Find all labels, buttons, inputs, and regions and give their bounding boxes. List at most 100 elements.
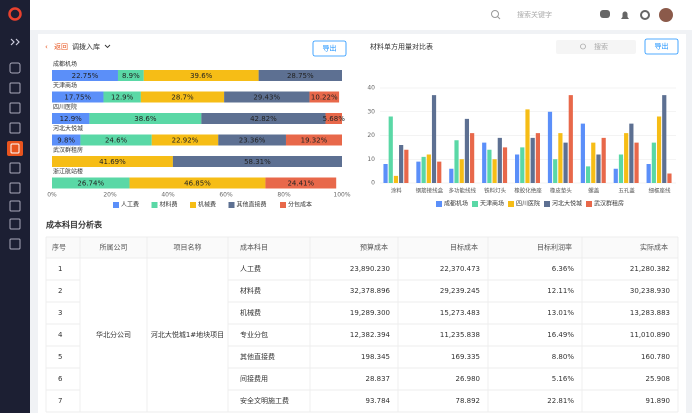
nav-active[interactable] (7, 141, 23, 156)
bar-category-label: 天津商场 (53, 82, 77, 90)
nav-icon[interactable] (9, 102, 21, 114)
legend-label: 分包成本 (288, 201, 312, 209)
x-tick-label: 多功能线线 (448, 187, 476, 195)
bar-value-label: 12.9% (111, 94, 134, 102)
table-header-cell: 序号 (52, 243, 66, 252)
dropdown-icon[interactable] (104, 44, 111, 49)
bar (399, 145, 404, 183)
message-icon[interactable] (600, 10, 610, 18)
bar-value-label: 8.9% (122, 72, 140, 80)
nav-active-icon (10, 143, 20, 154)
nav-icon[interactable] (9, 62, 21, 74)
x-tick-label: 20% (103, 192, 117, 199)
bar (393, 175, 399, 183)
bar-category-label: 成都机场 (53, 60, 77, 68)
legend-swatch (508, 201, 514, 207)
bar (497, 137, 502, 183)
table-header-cell: 成本科目 (240, 243, 268, 252)
bar-value-label: 12.9% (60, 115, 83, 123)
bar (535, 133, 540, 183)
legend-swatch (586, 201, 592, 207)
bar-segment (151, 134, 219, 146)
bar (525, 109, 530, 183)
bar (568, 95, 573, 183)
nav-icon[interactable] (9, 82, 21, 94)
table-cell: 7 (58, 397, 62, 405)
table-cell: 13.01% (547, 309, 574, 317)
legend-swatch (472, 201, 478, 207)
bar-segment (52, 113, 90, 124)
bar (482, 142, 487, 183)
bar-value-label: 58.31% (244, 158, 271, 166)
table-cell: 21,280.382 (630, 265, 670, 273)
table-cell: 3 (58, 309, 62, 317)
table-cell: 11,010.890 (630, 331, 670, 339)
nav-icon[interactable] (9, 238, 21, 250)
x-tick-label: 0% (47, 192, 57, 199)
bar-value-label: 22.92% (172, 137, 199, 145)
settings-icon[interactable] (640, 10, 650, 20)
legend-swatch (151, 202, 158, 208)
chart-search-box[interactable] (556, 40, 636, 54)
nav-icon[interactable] (9, 218, 21, 230)
nav-icon[interactable] (9, 200, 21, 212)
table-cell: 15,273.483 (440, 309, 480, 317)
table-cell: 安全文明施工费 (240, 396, 289, 405)
export-button[interactable] (312, 40, 347, 57)
bar-segment (80, 134, 152, 146)
nav-icon[interactable] (9, 162, 21, 174)
x-tick-label: 铁料灯头 (484, 187, 507, 195)
bar (558, 133, 563, 183)
nav-icon[interactable] (9, 122, 21, 134)
collapse-icon[interactable] (10, 38, 20, 46)
table-header-bg (46, 237, 678, 258)
export-button-label[interactable]: 导出 (655, 42, 669, 51)
bar (563, 142, 568, 183)
legend-swatch (544, 201, 550, 207)
nav-icon[interactable] (9, 182, 21, 194)
legend-label: 成都机场 (444, 200, 468, 208)
bar (646, 164, 651, 183)
bar (464, 118, 470, 183)
bar (431, 95, 437, 183)
bar (383, 164, 388, 183)
bar (613, 168, 618, 183)
table-title: 成本科目分析表 (46, 220, 103, 230)
bar (437, 161, 442, 183)
table-cell: 91.890 (646, 397, 671, 405)
bar-segment (117, 70, 144, 81)
top-bar (30, 0, 692, 30)
bar-segment (285, 134, 342, 146)
bar-category-label: 武汉群租房 (53, 146, 83, 154)
bell-icon[interactable] (621, 11, 629, 20)
bar (404, 149, 409, 183)
export-button-label[interactable]: 导出 (323, 44, 337, 53)
bar-segment (224, 91, 310, 103)
export-button[interactable] (644, 38, 679, 55)
avatar[interactable] (659, 8, 673, 22)
table-cell: 93.784 (366, 397, 391, 405)
search-placeholder[interactable]: 搜索关键字 (517, 10, 552, 19)
table-cell: 河北大悦城1#地块项目 (151, 330, 224, 339)
x-tick-label: 五孔盖 (618, 187, 635, 195)
bar-value-label: 26.74% (77, 180, 104, 188)
bar (624, 133, 629, 183)
table-cell: 78.892 (456, 397, 481, 405)
x-tick-label: 螺盖 (588, 187, 600, 195)
table-cell: 5 (58, 353, 62, 361)
bar-segment (172, 156, 342, 167)
back-arrow[interactable]: ‹ (45, 43, 48, 51)
x-tick-label: 40% (161, 192, 175, 199)
table-cell: 专业分包 (240, 330, 268, 339)
logo[interactable] (8, 7, 22, 21)
bar (459, 159, 464, 183)
table-cell: 19,289.300 (350, 309, 390, 317)
bar-value-label: 22.75% (72, 72, 99, 80)
page-title: 调拨入库 (72, 42, 100, 51)
bar (596, 154, 601, 183)
bar (492, 159, 497, 183)
search-icon[interactable] (491, 10, 499, 18)
bar-value-label: 19.32% (301, 137, 328, 145)
chart-search-placeholder[interactable]: 搜索 (594, 42, 608, 51)
back-link[interactable]: 返回 (54, 43, 68, 51)
